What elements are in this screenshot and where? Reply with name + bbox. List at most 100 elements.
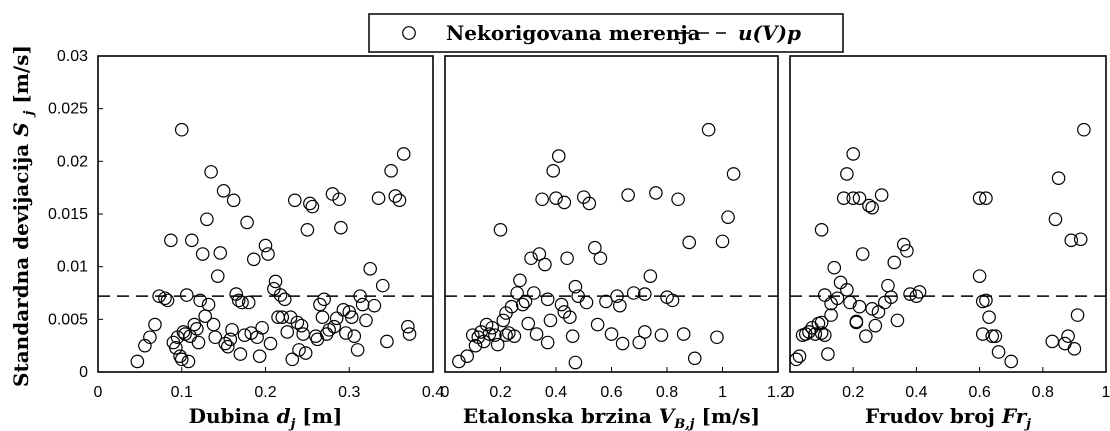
data-point (496, 313, 511, 328)
data-point (615, 336, 630, 351)
data-point (275, 310, 290, 325)
data-point (590, 317, 605, 332)
data-point (317, 292, 331, 307)
shared-y-axis-label-subscript: j (22, 110, 37, 118)
data-point (344, 310, 359, 325)
data-point (371, 191, 386, 205)
data-point (518, 294, 533, 309)
data-point (208, 330, 223, 345)
data-point (1004, 354, 1018, 369)
data-point (852, 191, 867, 205)
data-point (181, 354, 196, 369)
data-point (143, 330, 157, 345)
data-point (613, 298, 627, 313)
x-tick-label: 1 (718, 384, 727, 401)
data-point (285, 352, 300, 367)
data-point (676, 327, 691, 341)
x-axis-label-subscript: B,j (673, 417, 695, 431)
x-tick-label: 0.6 (968, 384, 990, 401)
data-point (193, 293, 207, 308)
data-point (868, 318, 883, 333)
x-tick-label: 0 (94, 384, 103, 401)
data-point (363, 261, 377, 276)
data-point (535, 192, 549, 207)
data-point (814, 315, 829, 330)
data-point (887, 255, 902, 270)
data-point (610, 289, 624, 303)
data-point (292, 343, 306, 357)
data-point (164, 233, 178, 248)
data-point (296, 327, 310, 341)
data-point (721, 210, 735, 224)
data-point (991, 345, 1006, 359)
data-point (979, 293, 993, 308)
data-point (294, 318, 309, 333)
data-point (557, 195, 572, 210)
data-point (843, 295, 857, 310)
data-point (350, 343, 365, 357)
data-point (637, 325, 652, 339)
data-point (551, 149, 566, 163)
data-point (912, 285, 927, 299)
data-point (226, 193, 241, 208)
y-tick-label: 0.02 (57, 153, 88, 170)
data-point (900, 244, 914, 258)
data-point (225, 323, 239, 337)
x-tick-label: 0.2 (254, 384, 276, 401)
data-point (985, 329, 1000, 343)
data-point (682, 235, 696, 250)
y-tick-label: 0.03 (57, 48, 88, 65)
data-point (231, 293, 246, 308)
data-point (849, 314, 864, 329)
data-point (277, 292, 292, 307)
data-point (334, 220, 348, 235)
data-point (237, 328, 252, 342)
shared-y-axis-label: Standardna devijacija S j [m/s] (9, 45, 38, 387)
y-tick-label: 0.01 (57, 259, 88, 276)
data-point (329, 311, 344, 326)
data-point (221, 339, 235, 354)
data-point (490, 337, 505, 352)
data-point (701, 122, 716, 137)
data-point (599, 294, 613, 309)
data-point (513, 273, 527, 288)
data-point (710, 330, 724, 345)
data-point (726, 167, 741, 181)
data-point (896, 237, 911, 252)
data-point (671, 192, 685, 207)
data-point (255, 320, 269, 335)
data-point (1067, 342, 1082, 356)
data-point (190, 322, 204, 336)
legend: Nekorigovana merenja u(V)p (368, 13, 844, 53)
data-point (824, 308, 838, 322)
x-axis-label-text: Etalonska brzina (463, 404, 659, 428)
data-point (884, 290, 898, 305)
x-tick-label: 0.8 (656, 384, 678, 401)
x-tick-label: 0.2 (489, 384, 511, 401)
data-point (359, 313, 373, 328)
x-axis-label: Etalonska brzina VB,j [m/s] (463, 404, 760, 431)
data-point (865, 301, 879, 316)
shared-y-axis-label-symbol: S (9, 122, 33, 136)
data-point (621, 188, 635, 202)
data-point (195, 247, 210, 261)
data-point (241, 295, 256, 310)
data-point (176, 325, 191, 339)
y-tick-label: 0.025 (48, 101, 88, 118)
data-point (298, 346, 313, 360)
data-point (632, 335, 647, 350)
x-tick-label: 0.4 (545, 384, 567, 401)
x-tick-label: 0.8 (1032, 384, 1054, 401)
data-point (1064, 233, 1079, 248)
data-point (315, 310, 330, 325)
data-point (261, 247, 275, 261)
data-point (460, 349, 474, 363)
data-point (252, 349, 267, 363)
data-point (482, 327, 497, 341)
chart-panel-3: 0 0.2 0.4 0.6 0.8 1 Frudov broj Frj (786, 55, 1110, 431)
data-point (138, 338, 152, 353)
legend-line-label: u(V)p (738, 21, 801, 45)
data-point (532, 247, 547, 261)
